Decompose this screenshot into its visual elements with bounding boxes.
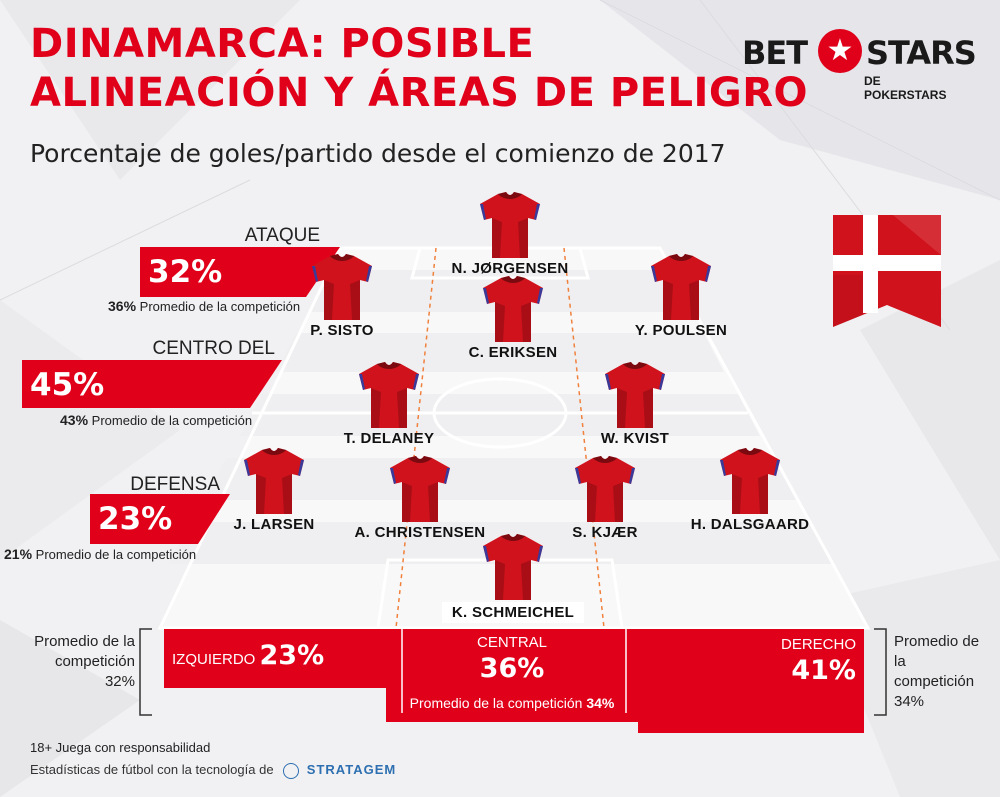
right-flank-panel — [638, 629, 864, 733]
logo-subtitle: DE POKERSTARS — [864, 74, 947, 102]
midfield-avg-value: 43% — [60, 412, 89, 428]
betstars-logo: BET ★ STARS DE POKERSTARS — [742, 29, 977, 102]
left-flank-name: IZQUIERDO — [172, 651, 256, 668]
player-sisto[interactable]: P. SISTO — [267, 254, 417, 339]
central-flank-average: Promedio de la competición 34% — [386, 695, 638, 711]
attack-competition-average: 36% Promedio de la competición — [108, 298, 300, 314]
shirt-icon — [573, 456, 637, 522]
page-subtitle: Porcentaje de goles/partido desde el com… — [30, 139, 726, 168]
shirt-icon — [481, 534, 545, 600]
right-avg-line1: Promedio de la — [894, 633, 980, 670]
midfield-competition-average: 43% Promedio de la competición — [60, 412, 252, 428]
player-name: K. SCHMEICHEL — [441, 602, 585, 623]
attack-label: ATAQUE — [244, 225, 320, 246]
midfield-percentage: 45% — [30, 367, 105, 403]
attack-bar — [140, 247, 340, 297]
player-name: P. SISTO — [310, 322, 374, 339]
left-avg-line1: Promedio de la — [34, 633, 135, 650]
defense-bar — [90, 494, 230, 544]
right-avg-value: 34% — [894, 693, 925, 710]
right-flank-name: DERECHO — [780, 636, 856, 653]
left-avg-line2: competición — [54, 653, 135, 670]
left-bracket — [139, 628, 152, 716]
player-eriksen[interactable]: C. ERIKSEN — [438, 276, 588, 361]
shirt-icon — [718, 448, 782, 514]
shirt-icon — [242, 448, 306, 514]
logo-stars-text: STARS — [866, 34, 977, 72]
player-christensen[interactable]: A. CHRISTENSEN — [345, 456, 495, 541]
player-name: W. KVIST — [600, 430, 670, 447]
player-name: H. DALSGAARD — [690, 516, 810, 533]
player-name: A. CHRISTENSEN — [354, 524, 486, 541]
player-poulsen[interactable]: Y. POULSEN — [606, 254, 756, 339]
shirt-icon — [478, 192, 542, 258]
defense-competition-average: 21% Promedio de la competición — [4, 546, 196, 562]
player-kvist[interactable]: W. KVIST — [560, 362, 710, 447]
responsible-gambling-notice: 18+ Juega con responsabilidad — [30, 740, 211, 755]
logo-bet-text: BET — [742, 34, 808, 72]
shirt-icon — [481, 276, 545, 342]
left-flank-panel — [164, 629, 386, 688]
player-delaney[interactable]: T. DELANEY — [314, 362, 464, 447]
left-flank-label: IZQUIERDO 23% — [172, 640, 324, 671]
central-flank-name: CENTRAL — [476, 634, 547, 651]
player-larsen[interactable]: J. LARSEN — [199, 448, 349, 533]
right-avg-line2: competición — [894, 673, 975, 690]
attack-avg-text: Promedio de la competición — [139, 299, 301, 314]
right-flank-average: Promedio de la competición 34% — [894, 632, 994, 712]
shirt-icon — [310, 254, 374, 320]
midfield-avg-text: Promedio de la competición — [91, 413, 253, 428]
central-flank-percentage: 36% — [479, 653, 545, 684]
defense-percentage: 23% — [98, 501, 173, 537]
attack-percentage: 32% — [148, 254, 223, 290]
player-name: N. JØRGENSEN — [451, 260, 569, 277]
attack-avg-value: 36% — [108, 298, 137, 314]
shirt-icon — [649, 254, 713, 320]
shirt-icon — [603, 362, 667, 428]
defense-label: DEFENSA — [130, 474, 220, 495]
globe-icon — [283, 762, 300, 779]
powered-by: Estadísticas de fútbol con la tecnología… — [30, 762, 396, 779]
player-name: S. KJÆR — [572, 524, 638, 541]
player-schmeichel[interactable]: K. SCHMEICHEL — [438, 534, 588, 623]
player-name: J. LARSEN — [233, 516, 315, 533]
shirt-icon — [357, 362, 421, 428]
powered-text: Estadísticas de fútbol con la tecnología… — [30, 762, 274, 777]
central-flank-panel — [386, 629, 638, 722]
midfield-bar — [22, 360, 282, 408]
player-jorgensen[interactable]: N. JØRGENSEN — [435, 192, 585, 277]
player-kjaer[interactable]: S. KJÆR — [530, 456, 680, 541]
player-name: T. DELANEY — [343, 430, 435, 447]
defense-avg-text: Promedio de la competición — [35, 547, 197, 562]
left-flank-average: Promedio de la competición 32% — [20, 632, 135, 692]
player-name: C. ERIKSEN — [468, 344, 558, 361]
player-name: Y. POULSEN — [634, 322, 728, 339]
central-avg-text: Promedio de la competición — [409, 695, 583, 711]
title-line-2: ALINEACIÓN Y ÁREAS DE PELIGRO — [30, 70, 808, 116]
central-avg-value: 34% — [586, 695, 615, 711]
denmark-flag-icon — [833, 215, 941, 327]
stratagem-logo: STRATAGEM — [306, 762, 397, 777]
left-flank-percentage: 23% — [259, 640, 325, 671]
shirt-icon — [388, 456, 452, 522]
central-flank-bracket — [401, 629, 627, 713]
star-icon: ★ — [818, 29, 862, 73]
defense-avg-value: 21% — [4, 546, 33, 562]
right-flank-percentage: 41% — [791, 655, 856, 686]
page-title: DINAMARCA: POSIBLE ALINEACIÓN Y ÁREAS DE… — [30, 20, 808, 118]
player-dalsgaard[interactable]: H. DALSGAARD — [675, 448, 825, 533]
right-bracket — [874, 628, 887, 716]
left-avg-value: 32% — [104, 673, 135, 690]
title-line-1: DINAMARCA: POSIBLE — [30, 21, 535, 67]
